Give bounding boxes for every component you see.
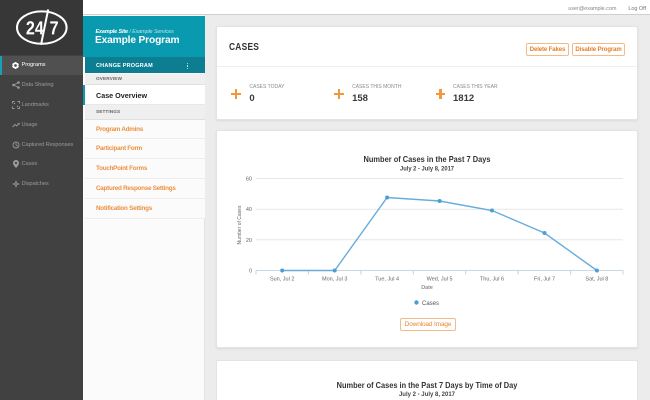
svg-text:0: 0 <box>249 269 252 275</box>
svg-text:Cases: Cases <box>422 301 439 307</box>
svg-text:July 2 - July 8, 2017: July 2 - July 8, 2017 <box>400 166 454 173</box>
svg-text:Sun, Jul 2: Sun, Jul 2 <box>270 277 294 283</box>
svg-text:Mon, Jul 3: Mon, Jul 3 <box>322 277 347 283</box>
svg-text:40: 40 <box>246 207 252 213</box>
svg-text:Date: Date <box>421 285 433 291</box>
svg-text:Thu, Jul 6: Thu, Jul 6 <box>480 277 504 283</box>
svg-text:20: 20 <box>246 238 252 244</box>
svg-text:Fri, Jul 7: Fri, Jul 7 <box>534 277 555 283</box>
svg-text:60: 60 <box>246 177 252 183</box>
svg-text:Tue, Jul 4: Tue, Jul 4 <box>375 277 399 283</box>
svg-text:Number of Cases in the Past 7: Number of Cases in the Past 7 Days <box>364 154 491 164</box>
svg-text:Number of Cases: Number of Cases <box>237 205 243 244</box>
svg-text:Sat, Jul 8: Sat, Jul 8 <box>585 277 608 283</box>
svg-text:Wed, Jul 5: Wed, Jul 5 <box>427 277 453 283</box>
